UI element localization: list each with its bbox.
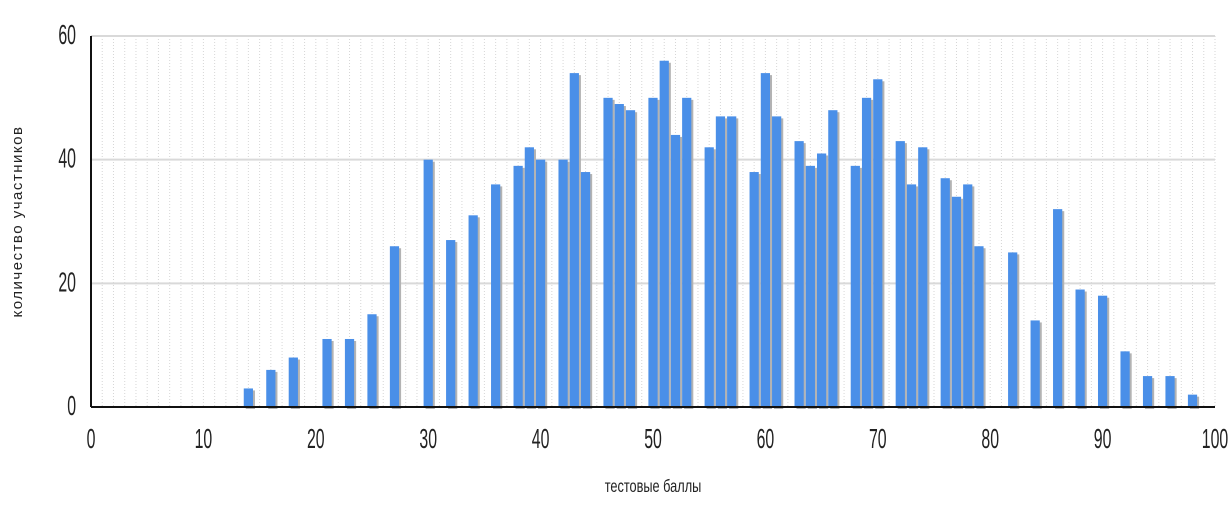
bar (367, 314, 377, 407)
x-tick-label: 60 (757, 423, 775, 454)
x-tick: 60 (757, 423, 775, 454)
bar (749, 172, 759, 407)
bar (423, 159, 433, 407)
y-tick: 0 (67, 390, 76, 421)
x-tick: 30 (419, 423, 437, 454)
bar (1187, 394, 1198, 407)
bar (772, 116, 782, 407)
bar (580, 172, 591, 407)
bar (1008, 252, 1018, 407)
bar (951, 196, 962, 407)
bar (963, 184, 973, 407)
y-tick-label: 60 (58, 19, 76, 50)
x-tick: 70 (869, 423, 887, 454)
bar (940, 178, 950, 407)
x-tick-label: 30 (419, 423, 437, 454)
x-tick: 40 (532, 423, 550, 454)
bar (895, 141, 905, 407)
x-tick-label: 80 (981, 423, 999, 454)
bar (794, 141, 804, 407)
bar (906, 184, 917, 407)
bar (288, 357, 298, 407)
bar (569, 73, 579, 407)
bar (524, 147, 534, 408)
x-tick: 100 (1202, 423, 1228, 454)
bar (1075, 289, 1085, 407)
bar (873, 79, 883, 408)
bar (558, 159, 568, 407)
y-axis-title: количество участников (9, 126, 26, 318)
bar (625, 110, 636, 407)
y-tick: 20 (58, 267, 76, 298)
y-tick-label: 40 (58, 143, 76, 174)
bar (243, 388, 253, 407)
bars (243, 60, 1200, 410)
bar (805, 165, 815, 407)
bar (491, 184, 501, 407)
x-tick-label: 10 (195, 423, 213, 454)
y-tick-label: 20 (58, 267, 76, 298)
x-tick: 50 (644, 423, 662, 454)
bar (1053, 209, 1063, 407)
bar (1030, 320, 1040, 407)
bar (1142, 376, 1153, 407)
x-tick: 20 (307, 423, 325, 454)
bar (760, 73, 771, 407)
bar (535, 159, 546, 407)
bar (715, 116, 726, 407)
x-tick-label: 0 (87, 423, 96, 454)
bar (614, 104, 624, 408)
bar (974, 246, 984, 407)
bar (828, 110, 838, 407)
bar (861, 97, 872, 407)
bar (344, 338, 355, 407)
y-tick: 60 (58, 19, 76, 50)
x-tick: 10 (195, 423, 213, 454)
x-tick: 90 (1094, 423, 1112, 454)
bar (670, 134, 681, 407)
bar (1097, 295, 1108, 407)
bar (850, 165, 860, 407)
bar (704, 147, 714, 408)
x-tick-label: 20 (307, 423, 325, 454)
bar (659, 60, 669, 407)
bar (389, 246, 400, 407)
bar (266, 369, 276, 407)
bar (682, 97, 692, 407)
bar (918, 147, 928, 408)
x-tick-label: 100 (1202, 423, 1228, 454)
bar (468, 215, 478, 407)
bar (603, 97, 613, 407)
x-tick: 80 (981, 423, 999, 454)
x-tick: 0 (87, 423, 96, 454)
x-tick-labels: 0 10 20 30 40 50 60 70 80 90 100 (87, 423, 1229, 454)
x-axis-title: тестовые баллы (605, 477, 702, 497)
y-tick-label: 0 (67, 390, 76, 421)
bar (1120, 351, 1130, 407)
bar (322, 338, 332, 407)
y-tick-labels: 0 20 40 60 (58, 19, 76, 421)
x-tick-label: 50 (644, 423, 662, 454)
bar (513, 165, 523, 407)
bar (1165, 376, 1175, 407)
y-tick: 40 (58, 143, 76, 174)
bar (816, 153, 827, 407)
x-tick-label: 70 (869, 423, 887, 454)
x-tick-label: 90 (1094, 423, 1112, 454)
x-tick-label: 40 (532, 423, 550, 454)
bar (727, 116, 737, 407)
axes (90, 36, 1215, 408)
bar (648, 97, 658, 407)
bar (446, 240, 456, 407)
